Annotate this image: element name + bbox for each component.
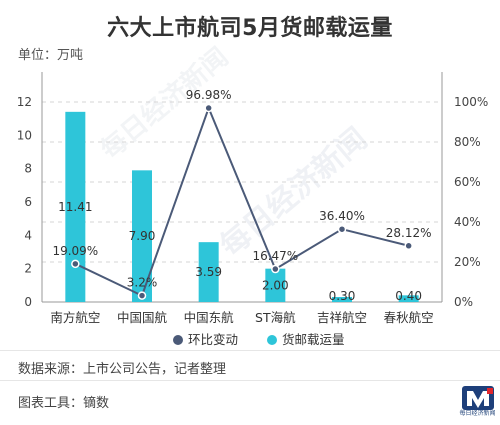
watermark-text: 每日经济新闻	[214, 121, 374, 264]
legend-marker-bar	[267, 335, 277, 345]
watermark-text: 每日经济新闻	[95, 41, 234, 165]
y-right-tick-label: 80%	[454, 135, 481, 149]
bar-value-label: 2.00	[262, 278, 289, 292]
unit-label: 单位：万吨	[18, 48, 84, 63]
chart-title: 六大上市航司5月货邮载运量	[107, 16, 393, 41]
x-tick-label: 中国国航	[117, 310, 168, 325]
bar-value-label: 7.90	[129, 229, 156, 243]
x-tick-label: ST海航	[255, 310, 296, 325]
bar	[65, 111, 86, 302]
x-tick-label: 南方航空	[50, 310, 100, 325]
line-point	[204, 103, 213, 113]
y-right-tick-label: 60%	[454, 175, 481, 189]
y-left-tick-label: 4	[24, 228, 32, 242]
legend-label: 货邮载运量	[282, 332, 345, 347]
line-value-label: 36.40%	[319, 209, 365, 223]
chart-tool: 图表工具：镝数	[18, 396, 110, 411]
x-tick-label: 吉祥航空	[317, 310, 367, 325]
bar-value-label: 11.41	[58, 200, 92, 214]
divider-top	[0, 350, 500, 351]
y-left-tick-label: 8	[24, 162, 32, 176]
legend-marker-line	[173, 335, 183, 345]
bar-value-label: 0.40	[395, 289, 422, 303]
line-value-label: 16.47%	[252, 249, 298, 263]
legend-label: 环比变动	[188, 332, 238, 347]
divider-bottom	[0, 380, 500, 381]
line-point	[404, 241, 413, 251]
x-tick-label: 中国东航	[184, 310, 235, 325]
y-left-tick-label: 6	[24, 195, 32, 209]
bar	[398, 295, 419, 302]
line-point	[271, 264, 280, 274]
line-value-label: 19.09%	[52, 244, 98, 258]
line-point	[71, 259, 80, 269]
brand-logo-icon	[462, 386, 494, 410]
line-value-label: 96.98%	[186, 88, 232, 102]
y-left-tick-label: 12	[17, 95, 32, 109]
line-value-label: 3.2%	[127, 276, 158, 290]
y-left-tick-label: 10	[17, 128, 32, 142]
bar-value-label: 3.59	[195, 265, 222, 279]
line-value-label: 28.12%	[386, 226, 432, 240]
y-left-tick-label: 0	[24, 295, 32, 309]
brand-logo-text: 每日经济新闻	[459, 410, 496, 417]
bar	[332, 297, 352, 302]
line-point	[137, 291, 147, 300]
line-series	[74, 105, 409, 297]
y-right-tick-label: 0%	[454, 295, 473, 309]
bar	[132, 170, 152, 302]
y-right-tick-label: 40%	[454, 215, 481, 229]
bar-value-label: 0.30	[329, 289, 356, 303]
y-right-tick-label: 20%	[454, 255, 481, 269]
y-left-tick-label: 2	[24, 262, 32, 276]
y-right-tick-label: 100%	[454, 95, 488, 109]
line-point	[337, 224, 347, 234]
bar	[198, 242, 219, 302]
bar	[265, 268, 286, 302]
x-tick-label: 春秋航空	[384, 310, 434, 325]
data-source: 数据来源：上市公司公告，记者整理	[18, 362, 227, 377]
